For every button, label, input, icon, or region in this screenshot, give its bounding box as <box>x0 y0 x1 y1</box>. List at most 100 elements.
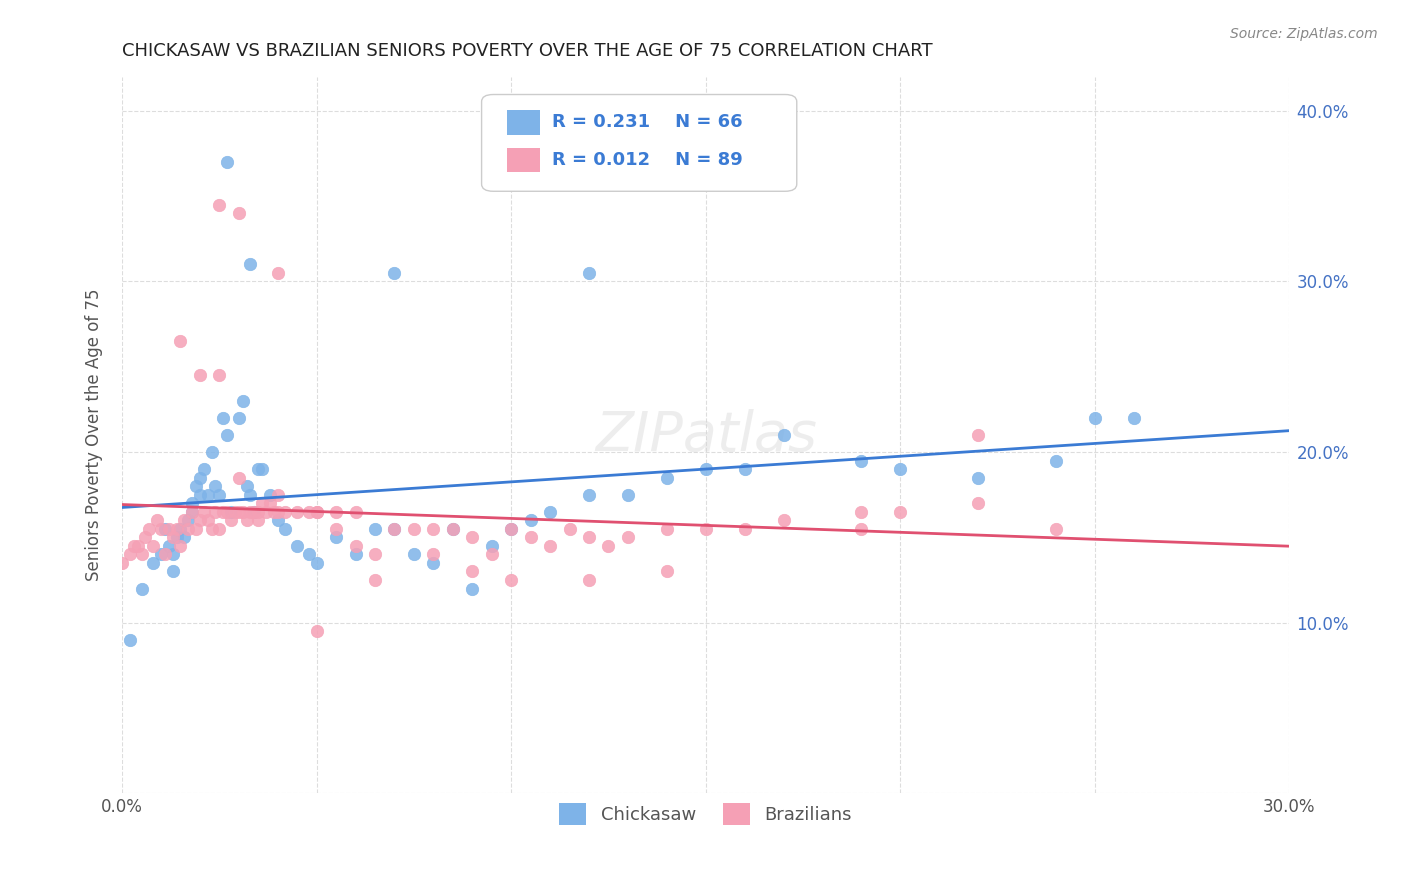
Point <box>166 522 188 536</box>
Point <box>305 505 328 519</box>
Point <box>173 513 195 527</box>
Point <box>188 368 211 383</box>
Point <box>153 522 176 536</box>
Point <box>298 548 321 562</box>
Point <box>598 539 620 553</box>
Point <box>235 513 257 527</box>
Point <box>558 522 581 536</box>
Point <box>193 462 215 476</box>
Point <box>578 488 600 502</box>
Point <box>228 470 250 484</box>
Point <box>267 505 290 519</box>
Point <box>501 522 523 536</box>
Point <box>617 488 640 502</box>
Point <box>193 505 215 519</box>
Point <box>232 393 254 408</box>
Point <box>519 530 541 544</box>
Point <box>228 505 250 519</box>
Legend: Chickasaw, Brazilians: Chickasaw, Brazilians <box>550 795 862 835</box>
Point <box>254 505 277 519</box>
Point <box>384 266 406 280</box>
Point <box>188 470 211 484</box>
Point <box>734 462 756 476</box>
Point <box>162 565 184 579</box>
Point <box>461 565 484 579</box>
Point <box>325 530 347 544</box>
Point <box>461 530 484 544</box>
Point <box>217 428 239 442</box>
Point <box>578 266 600 280</box>
Point <box>298 505 321 519</box>
Point <box>285 505 308 519</box>
Point <box>1045 522 1067 536</box>
Point <box>138 522 160 536</box>
Point <box>212 505 235 519</box>
Point <box>142 556 165 570</box>
Point <box>441 522 464 536</box>
Point <box>235 479 257 493</box>
Point <box>208 197 231 211</box>
Point <box>142 539 165 553</box>
Text: R = 0.012    N = 89: R = 0.012 N = 89 <box>551 151 742 169</box>
Point <box>305 624 328 639</box>
Point <box>1122 411 1144 425</box>
Point <box>851 522 873 536</box>
Point <box>364 548 387 562</box>
Point <box>250 462 273 476</box>
Point <box>173 530 195 544</box>
Point <box>655 565 678 579</box>
Point <box>655 522 678 536</box>
Point <box>131 582 153 596</box>
Point <box>188 488 211 502</box>
Point <box>111 556 134 570</box>
Point <box>851 505 873 519</box>
Point <box>247 462 270 476</box>
Point <box>889 505 911 519</box>
Point <box>695 522 717 536</box>
Point <box>208 368 231 383</box>
Point <box>967 428 990 442</box>
Point <box>118 632 141 647</box>
Point <box>267 513 290 527</box>
Y-axis label: Seniors Poverty Over the Age of 75: Seniors Poverty Over the Age of 75 <box>86 289 103 582</box>
Point <box>197 513 219 527</box>
Point <box>247 505 270 519</box>
Point <box>188 513 211 527</box>
Point <box>267 488 290 502</box>
Point <box>131 548 153 562</box>
Point <box>422 548 444 562</box>
Point <box>177 522 200 536</box>
Text: Source: ZipAtlas.com: Source: ZipAtlas.com <box>1230 27 1378 41</box>
Point <box>305 556 328 570</box>
Point <box>224 505 246 519</box>
Point <box>169 539 191 553</box>
Point <box>344 539 367 553</box>
Point <box>208 488 231 502</box>
Point <box>501 573 523 587</box>
Point <box>274 522 297 536</box>
Point <box>344 548 367 562</box>
Point <box>325 505 347 519</box>
Point <box>325 522 347 536</box>
Point <box>157 522 180 536</box>
Point <box>200 445 222 459</box>
Point <box>217 505 239 519</box>
Point <box>177 513 200 527</box>
Point <box>578 573 600 587</box>
Point <box>197 488 219 502</box>
Point <box>200 522 222 536</box>
Point <box>243 505 266 519</box>
Point <box>162 548 184 562</box>
Point <box>519 513 541 527</box>
Point <box>239 505 262 519</box>
FancyBboxPatch shape <box>508 147 540 172</box>
Point <box>384 522 406 536</box>
Point <box>695 462 717 476</box>
Point <box>122 539 145 553</box>
Point <box>166 530 188 544</box>
Point <box>274 505 297 519</box>
Point <box>134 530 156 544</box>
Point <box>212 411 235 425</box>
Point <box>1045 453 1067 467</box>
Text: R = 0.231    N = 66: R = 0.231 N = 66 <box>551 113 742 131</box>
